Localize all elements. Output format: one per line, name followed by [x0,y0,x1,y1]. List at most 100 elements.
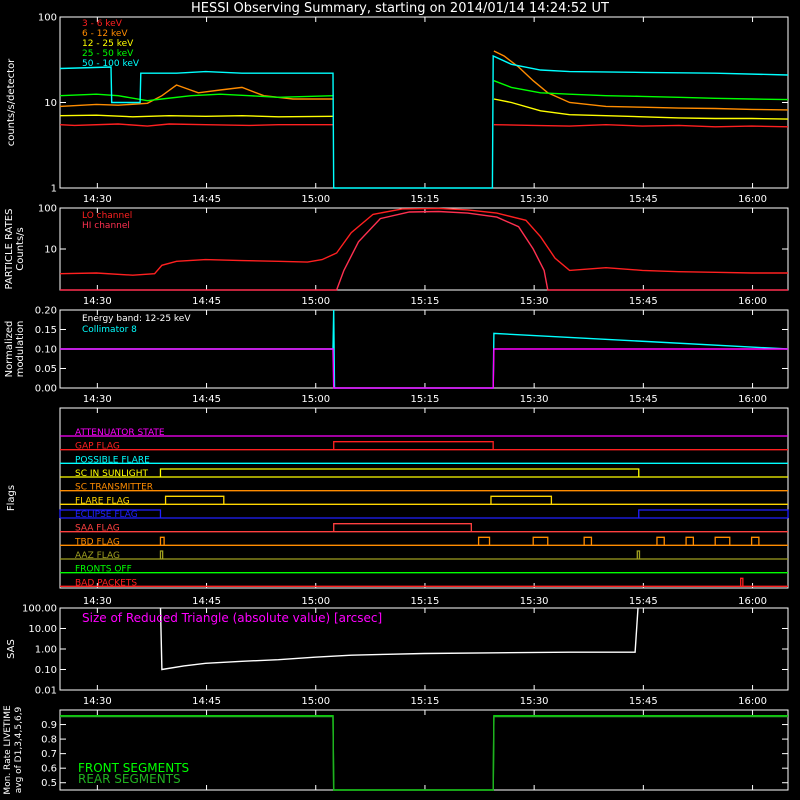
flag-segment [477,536,491,546]
x-tick-label: 15:00 [301,194,330,205]
x-tick-label: 14:45 [192,696,221,707]
y-tick-label: 0.5 [41,778,57,789]
legend-entry: 25 - 50 keV [82,49,134,59]
flag-label: TBD FLAG [74,537,120,547]
series-line [159,607,639,671]
x-tick-label: 15:45 [629,194,658,205]
legend-entry: FRONT SEGMENTS [78,761,189,775]
x-tick-label: 15:45 [629,696,658,707]
flag-segment [159,550,164,559]
y-tick-label: 100 [38,204,57,215]
y-axis-label: counts/s/detector [6,58,17,146]
x-tick-label: 15:15 [411,194,440,205]
y-tick-label: 10.00 [28,624,57,635]
panel-frame [59,207,789,291]
y-axis-label: modulation [15,321,26,378]
series-line [60,210,788,291]
x-tick-label: 16:00 [738,194,767,205]
x-tick-label: 15:00 [301,296,330,307]
flag-label: SC IN SUNLIGHT [75,469,149,479]
annotation-collimator: Collimator 8 [82,325,137,335]
annotation-sas: Size of Reduced Triangle (absolute value… [82,611,382,625]
series-line [59,54,789,189]
series-line [59,123,789,128]
legend-entry: REAR SEGMENTS [78,772,181,786]
y-tick-label: 0.00 [35,384,57,395]
panel-frame [59,16,789,189]
x-tick-label: 15:15 [411,394,440,405]
x-tick-label: 16:00 [738,596,767,607]
flag-label: SAA FLAG [75,524,120,534]
legend-entry: HI channel [82,221,130,231]
x-tick-label: 14:30 [83,194,112,205]
flag-label: FLARE FLAG [75,496,130,506]
legend-entry: LO channel [82,211,132,221]
x-tick-label: 16:00 [738,296,767,307]
y-tick-label: 1 [51,184,57,195]
x-tick-label: 15:00 [301,596,330,607]
y-tick-label: 0.6 [41,764,57,775]
x-tick-label: 14:45 [192,394,221,405]
x-tick-label: 15:30 [520,194,549,205]
x-tick-label: 14:30 [83,296,112,307]
x-tick-label: 14:45 [192,194,221,205]
flag-segment [638,509,789,518]
y-tick-label: 0.9 [41,720,57,731]
y-axis-label: Normalized [4,321,15,378]
flag-segment [532,536,549,546]
legend-entry: 50 - 100 keV [82,59,140,69]
flag-label: ECLIPSE FLAG [75,510,138,520]
flag-label: POSSIBLE FLARE [75,455,150,465]
x-tick-label: 15:45 [629,596,658,607]
flag-segment [656,536,665,546]
annotation-energy-band: Energy band: 12-25 keV [82,314,191,324]
series-line [59,207,788,276]
x-tick-label: 15:00 [301,696,330,707]
flag-label: AAZ FLAG [75,551,120,561]
flag-segment [583,536,593,546]
legend-entry: 3 - 6 keV [82,19,123,29]
page-title: HESSI Observing Summary, starting on 201… [191,1,609,16]
flag-label: BAD PACKETS [75,578,137,588]
x-tick-label: 15:45 [629,394,658,405]
y-tick-label: 0.20 [35,306,57,317]
x-tick-label: 15:30 [520,394,549,405]
flag-label: FRONTS OFF [75,565,132,575]
y-axis-label: Flags [6,485,17,511]
y-tick-label: 0.7 [41,749,57,760]
x-tick-label: 15:15 [411,296,440,307]
x-tick-label: 14:30 [83,596,112,607]
y-axis-label: PARTICLE RATES [4,209,15,290]
flag-segment [333,441,494,450]
x-tick-label: 15:30 [520,296,549,307]
y-axis-label: SAS [6,639,17,659]
series-line [60,348,788,389]
x-tick-label: 16:00 [738,696,767,707]
x-tick-label: 15:30 [520,596,549,607]
y-tick-label: 100 [38,13,57,24]
y-tick-label: 0.10 [35,665,57,676]
x-tick-label: 14:45 [192,596,221,607]
y-tick-label: 100.00 [22,604,57,615]
series-line [59,98,789,120]
y-tick-label: 0.05 [35,364,57,375]
x-tick-label: 15:00 [301,394,330,405]
flag-segment [714,536,731,546]
x-tick-label: 15:30 [520,696,549,707]
x-tick-label: 14:30 [83,696,112,707]
y-tick-label: 10 [44,98,57,109]
series-line [59,80,789,102]
flag-segment [685,536,695,546]
flag-segment [740,577,744,587]
legend-entry: 12 - 25 keV [82,39,134,49]
flag-segment [164,495,225,505]
x-tick-label: 15:15 [411,596,440,607]
legend-entry: 6 - 12 keV [82,29,128,39]
y-tick-label: 0.01 [35,686,57,697]
flag-segment [159,536,165,546]
flag-segment [59,509,162,518]
y-tick-label: 0.15 [35,325,57,336]
x-tick-label: 14:45 [192,296,221,307]
